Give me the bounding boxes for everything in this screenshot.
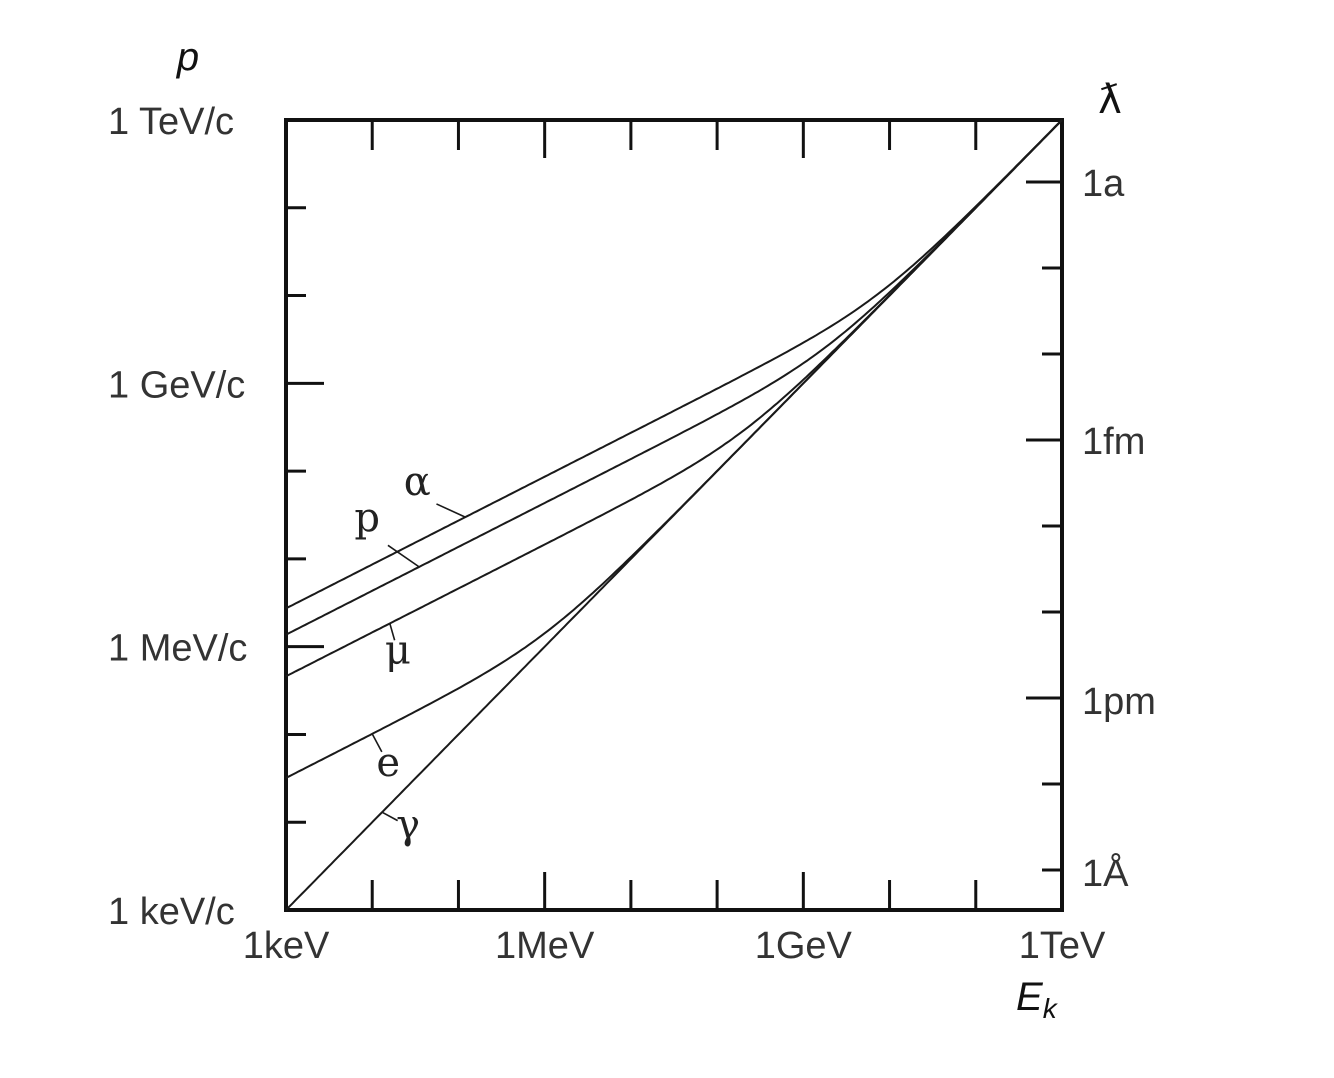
x-tick-label: 1MeV xyxy=(495,925,595,967)
y-tick-label: 1 keV/c xyxy=(108,891,235,933)
series-curves xyxy=(285,119,1063,911)
axis-ticks xyxy=(286,120,1062,910)
y2-tick-label: 1a xyxy=(1082,163,1125,205)
series-label: e xyxy=(376,740,400,786)
y2-tick-label: 1pm xyxy=(1082,681,1156,723)
series-leader xyxy=(389,623,396,641)
x-axis-title: Ek xyxy=(1016,975,1059,1024)
series-leader xyxy=(387,544,420,568)
y-tick-label: 1 TeV/c xyxy=(108,101,234,143)
x-tick-label: 1GeV xyxy=(755,925,853,967)
plot-frame xyxy=(284,118,1064,912)
x-tick-label: 1TeV xyxy=(1019,925,1106,967)
series-line xyxy=(285,119,1063,678)
series-label: μ xyxy=(385,627,411,673)
y-tick-label: 1 MeV/c xyxy=(108,628,247,670)
chart-labels: 1keV 1MeV 1GeV 1TeV 1 keV/c 1 MeV/c 1 GeV/c 1 T… xyxy=(108,101,1156,967)
series-line xyxy=(285,119,1063,610)
series-line xyxy=(285,119,1063,636)
series-line xyxy=(285,119,1063,779)
y-tick-label: 1 GeV/c xyxy=(108,364,245,406)
y2-tick-label: 1fm xyxy=(1082,421,1145,463)
series-label: γ xyxy=(396,802,420,848)
series-leader xyxy=(371,733,383,753)
y2-tick-label: 1Å xyxy=(1082,851,1129,895)
series-label: p xyxy=(354,495,380,541)
y-axis-title: p xyxy=(176,35,199,79)
series-line xyxy=(285,119,1063,911)
x-tick-label: 1keV xyxy=(243,925,330,967)
series-label: α xyxy=(404,459,431,505)
series-leader xyxy=(381,811,399,822)
series-leader xyxy=(436,503,466,518)
y2-axis-title: ƛ xyxy=(1098,77,1122,123)
